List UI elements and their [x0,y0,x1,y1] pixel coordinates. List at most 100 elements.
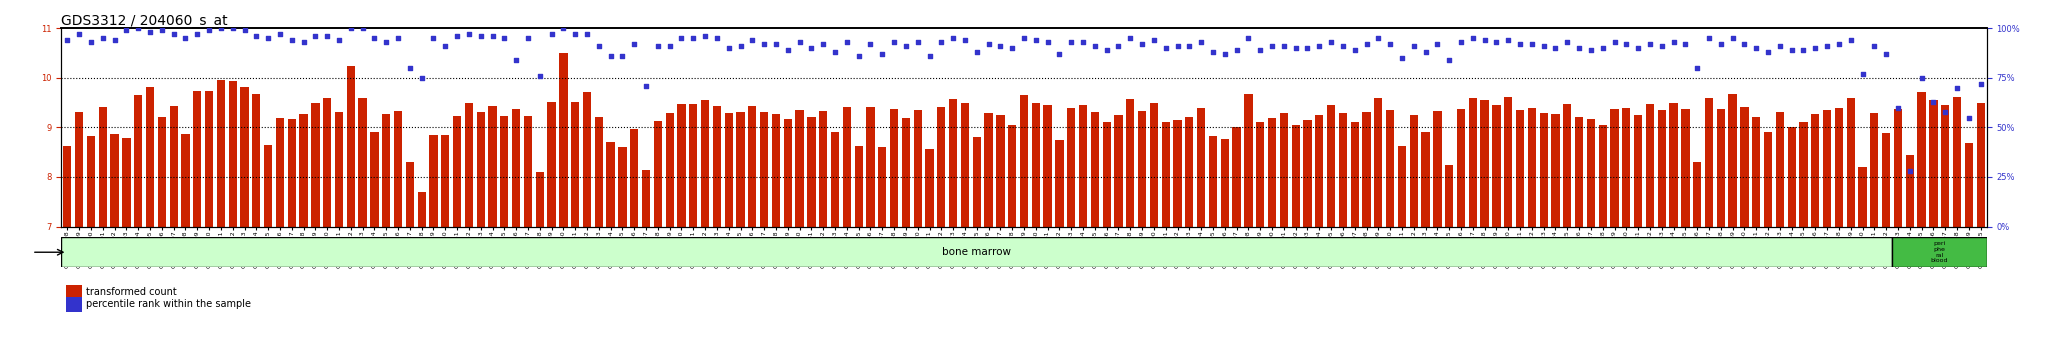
Bar [807,117,815,227]
Point [1741,45,1774,51]
Point [995,45,1028,51]
Bar [1763,132,1772,227]
Point [1374,41,1407,47]
Point [1798,45,1831,51]
Bar [86,136,94,227]
Point [1008,35,1040,41]
Bar [193,91,201,227]
Point [1186,39,1219,45]
Bar [264,145,272,227]
Bar [1186,116,1194,227]
Bar [487,106,498,227]
Point [1929,109,1962,114]
Bar [1139,111,1147,227]
Bar [1657,110,1665,227]
Bar [1964,143,1972,227]
Point [227,28,260,33]
Point [358,35,391,41]
Bar [1350,122,1358,227]
Text: bone marrow: bone marrow [942,247,1012,257]
Bar [1456,109,1464,227]
Bar [1870,113,1878,227]
Bar [571,102,580,227]
Point [653,43,686,49]
Bar [1221,139,1229,227]
Point [453,32,485,37]
Bar [1102,122,1110,227]
Bar [700,100,709,227]
Bar [547,102,555,227]
Point [1587,45,1620,51]
Point [866,51,899,57]
Point [618,41,651,47]
Bar [1315,115,1323,227]
Point [440,33,473,39]
Bar [524,115,532,227]
Point [1952,115,1985,120]
Bar [512,109,520,227]
Point [1634,41,1667,47]
Point [948,38,981,43]
Point [795,45,827,51]
Bar [1292,125,1300,227]
Bar [500,115,508,227]
Point [274,38,307,43]
Point [1020,38,1053,43]
Bar [1753,116,1761,227]
Point [133,29,166,35]
Bar [1434,110,1442,227]
Bar [453,116,461,227]
Bar [1929,100,1937,227]
Bar [772,114,780,227]
Point [1032,39,1065,45]
Bar [1905,155,1915,227]
Bar [229,81,238,227]
Point [1290,45,1323,51]
Point [748,41,780,47]
Bar [831,132,840,227]
Bar [1421,132,1430,227]
Bar [205,91,213,227]
Bar [1835,108,1843,227]
Point [334,25,367,31]
Point [1280,45,1313,51]
Point [889,43,922,49]
Point [1681,65,1714,71]
Point [1622,45,1655,51]
Bar [63,146,72,227]
Bar [1092,112,1100,227]
Point [807,41,840,47]
Bar [393,110,401,227]
Bar [1858,167,1866,227]
Point [1114,35,1147,41]
Point [1421,41,1454,47]
Point [535,32,567,37]
Bar [158,116,166,227]
Bar [430,135,438,227]
Bar [1810,114,1819,227]
Bar [653,121,662,227]
Point [1208,51,1241,57]
Point [854,41,887,47]
Bar [1067,108,1075,227]
Bar [477,112,485,227]
Point [1882,105,1915,110]
Point [346,25,379,31]
Bar [1599,125,1608,227]
Bar [299,114,307,227]
Bar [1610,109,1618,227]
Bar [1399,146,1407,227]
Bar [1729,94,1737,227]
Point [1870,51,1903,57]
Bar [1550,114,1561,227]
Point [1337,47,1370,53]
Text: transformed count: transformed count [86,287,176,297]
Bar [1669,103,1677,227]
Bar [606,142,614,227]
Bar [252,94,260,227]
Bar [1882,133,1890,227]
Bar [1079,105,1087,227]
Point [1102,43,1135,49]
Point [1149,45,1182,51]
Bar [123,138,131,227]
